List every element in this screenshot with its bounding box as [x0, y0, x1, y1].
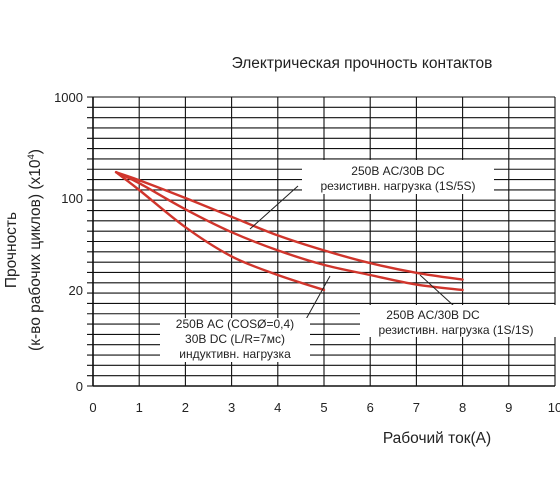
- x-axis-label: Рабочий ток(A): [383, 430, 491, 447]
- curve-resistive-1s5s: [114, 171, 464, 281]
- curves: [114, 171, 464, 292]
- x-tick-label: 7: [413, 400, 420, 415]
- series-label-inductive: 250В AC (COSØ=0,4) 30В DC (L/R=7мс) инду…: [160, 317, 310, 362]
- x-tick-label: 1: [136, 400, 143, 415]
- x-tick-label: 10: [548, 400, 560, 415]
- curve-resistive-1s1s: [114, 171, 464, 292]
- series-label-bg: [302, 160, 494, 194]
- y-tick-label: 20: [69, 283, 83, 298]
- series-label-line: индуктивн. нагрузка: [179, 347, 291, 361]
- series-label-bg: [160, 318, 310, 362]
- y-tick-label: 1000: [54, 90, 83, 105]
- series-label-line: резистивн. нагрузка (1S/5S): [320, 179, 475, 193]
- series-label-line: 30В DC (L/R=7мс): [185, 332, 285, 346]
- grid: [87, 96, 556, 387]
- y-axis-label-sup: 4: [26, 154, 37, 159]
- x-tick-label: 9: [505, 400, 512, 415]
- x-tick-label: 2: [182, 400, 189, 415]
- x-tick-label: 4: [274, 400, 281, 415]
- series-label-line: резистивн. нагрузка (1S/1S): [378, 323, 533, 337]
- y-tick-label: 0: [76, 379, 83, 394]
- x-tick-label: 5: [320, 400, 327, 415]
- series-label-line: 250В AC/30В DC: [351, 164, 445, 178]
- series-label-resistive-1s1s: 250В AC/30В DC резистивн. нагрузка (1S/1…: [360, 305, 556, 337]
- leader-line-1s5s: [249, 185, 299, 230]
- series-label-bg: [360, 305, 556, 337]
- curve-inductive: [114, 171, 326, 292]
- x-tick-label: 3: [228, 400, 235, 415]
- series-label-line: 250В AC (COSØ=0,4): [176, 317, 294, 331]
- x-tick-label: 0: [89, 400, 96, 415]
- series-label-resistive-1s5s: 250В AC/30В DC резистивн. нагрузка (1S/5…: [302, 160, 494, 194]
- chart-title: Электрическая прочность контактов: [232, 55, 493, 72]
- y-axis-label-2: (к-во рабочих циклов) (x104): [26, 149, 44, 351]
- leader-line-1s1s: [419, 274, 455, 307]
- y-tick-labels: 1000 100 20 0: [54, 90, 83, 394]
- x-tick-label: 8: [459, 400, 466, 415]
- series-label-line: 250В AC/30В DC: [386, 308, 480, 322]
- y-tick-label: 100: [61, 191, 83, 206]
- x-tick-labels: 0 1 2 3 4 5 6 7 8 9 10: [89, 400, 560, 415]
- x-tick-label: 6: [367, 400, 374, 415]
- y-axis-label: Прочность: [3, 212, 20, 288]
